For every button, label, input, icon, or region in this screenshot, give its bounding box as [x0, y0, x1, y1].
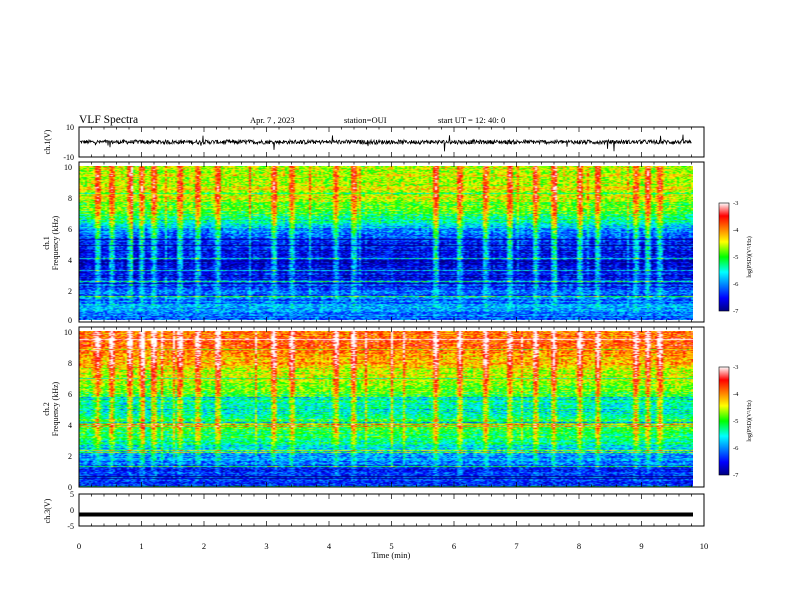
- ch1-waveform-ticks: [78, 127, 705, 157]
- ch1-spec-ylabel-frequency: Frequency (kHz): [51, 215, 60, 270]
- ch1-cbar-tick-m6: -6: [733, 281, 739, 288]
- ch1-ytick-8: 8: [68, 194, 72, 203]
- ch1-ytick-top: 10: [66, 123, 74, 132]
- ch3-waveform-panel: 5 0 -5 ch.3(V): [43, 490, 705, 531]
- ch2-spectrogram-panel: 0 2 4 6 8 10 ch.2 Frequency (kHz): [42, 326, 705, 492]
- ch3-ylabel: ch.3(V): [43, 498, 52, 523]
- figure-title: VLF Spectra: [79, 114, 138, 126]
- start-ut-label: start UT = 12: 40: 0: [438, 115, 505, 125]
- ch1-ytick-4: 4: [68, 256, 72, 265]
- ch2-spec-ylabel-frequency: Frequency (kHz): [51, 381, 60, 436]
- date-label: Apr. 7 , 2023: [250, 115, 295, 125]
- ch2-ytick-4: 4: [68, 421, 72, 430]
- ch2-colorbar-bar: [718, 366, 730, 476]
- ch2-cbar-tick-m5: -5: [733, 418, 738, 425]
- ch1-colorbar: -3 -4 -5 -6 -7 log(PSD)(V²/Hz): [718, 200, 753, 315]
- ch2-spectrogram-image: [79, 331, 693, 487]
- ch1-cbar-tick-m5: -5: [733, 254, 738, 261]
- ch1-cbar-tick-m4: -4: [733, 227, 739, 234]
- ch1-spectrogram-image: [79, 166, 693, 320]
- ch2-ytick-10: 10: [64, 328, 72, 337]
- ch2-colorbar-label: log(PSD)(V²/Hz): [746, 400, 753, 441]
- ch2-colorbar: -3 -4 -5 -6 -7 log(PSD)(V²/Hz): [718, 364, 753, 479]
- ch2-spectrogram-ticks: [78, 327, 705, 487]
- ch3-ytick-mid: 0: [70, 506, 74, 515]
- xtick-3: 3: [264, 541, 268, 551]
- ch2-ytick-8: 8: [68, 359, 72, 368]
- x-axis: 0 1 2 3 4 5 6 7 8 9 10 Time (min): [77, 541, 708, 560]
- ch1-spec-ylabel-channel: ch.1: [42, 236, 51, 250]
- ch1-colorbar-bar: [718, 202, 730, 312]
- ch1-colorbar-label: log(PSD)(V²/Hz): [746, 236, 753, 277]
- ch2-ytick-0: 0: [68, 483, 72, 492]
- ch1-cbar-tick-m7: -7: [733, 308, 739, 315]
- xtick-4: 4: [327, 541, 332, 551]
- xtick-5: 5: [389, 541, 393, 551]
- ch1-spectrogram-panel: 0 2 4 6 8 10 ch.1 Frequency (kHz): [42, 161, 705, 325]
- ch1-ytick-10: 10: [64, 163, 72, 172]
- ch3-ytick-bottom: -5: [67, 522, 74, 531]
- header: VLF Spectra Apr. 7 , 2023 station=OUI st…: [79, 114, 505, 126]
- ch1-ytick-0: 0: [68, 316, 72, 325]
- ch3-ytick-top: 5: [70, 490, 74, 499]
- ch1-cbar-tick-m3: -3: [733, 200, 738, 207]
- x-axis-label: Time (min): [372, 550, 411, 560]
- xtick-9: 9: [639, 541, 643, 551]
- xtick-1: 1: [139, 541, 143, 551]
- ch1-spectrogram-ticks: [78, 162, 705, 322]
- xtick-10: 10: [700, 541, 709, 551]
- xtick-0: 0: [77, 541, 81, 551]
- ch2-ytick-2: 2: [68, 452, 72, 461]
- station-label: station=OUI: [344, 115, 387, 125]
- ch3-waveform-ticks: [78, 494, 705, 526]
- ch2-cbar-tick-m7: -7: [733, 472, 739, 479]
- ch2-spec-ylabel-channel: ch.2: [42, 402, 51, 416]
- ch2-cbar-tick-m3: -3: [733, 364, 738, 371]
- ch1-ylabel: ch.1(V): [43, 129, 52, 154]
- ch1-ytick-6: 6: [68, 225, 72, 234]
- ch2-ytick-6: 6: [68, 390, 72, 399]
- ch1-ytick-2: 2: [68, 287, 72, 296]
- ch2-cbar-tick-m6: -6: [733, 445, 739, 452]
- ch2-cbar-tick-m4: -4: [733, 391, 739, 398]
- xtick-2: 2: [202, 541, 206, 551]
- xtick-8: 8: [577, 541, 581, 551]
- ch1-waveform-line: [79, 134, 692, 152]
- xtick-7: 7: [514, 541, 518, 551]
- xtick-6: 6: [452, 541, 456, 551]
- ch1-waveform-panel: 10 -10 ch.1(V): [43, 123, 705, 162]
- ch1-ytick-bottom: -10: [63, 153, 74, 162]
